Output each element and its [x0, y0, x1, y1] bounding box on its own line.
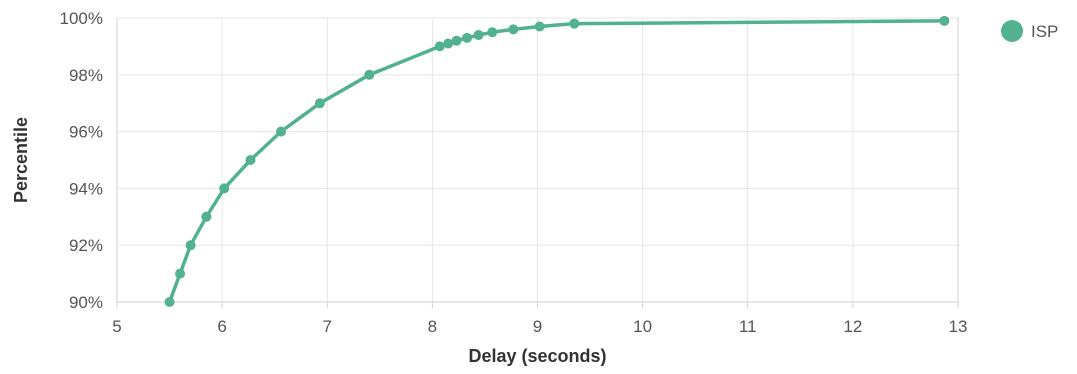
y-tick-label: 92% — [69, 236, 103, 255]
data-point[interactable] — [443, 38, 454, 49]
data-point[interactable] — [245, 155, 256, 165]
y-tick-label: 94% — [69, 179, 103, 198]
x-tick-label: 5 — [112, 317, 121, 336]
x-axis-title: Delay (seconds) — [468, 346, 606, 366]
data-point[interactable] — [473, 30, 484, 41]
y-axis-title: Percentile — [11, 117, 31, 203]
legend-label-isp[interactable]: ISP — [1031, 22, 1058, 41]
y-tick-label: 96% — [69, 123, 103, 142]
data-point[interactable] — [275, 126, 286, 137]
data-point[interactable] — [364, 69, 375, 80]
y-tick-label: 90% — [69, 293, 103, 312]
data-point[interactable] — [219, 183, 230, 194]
axes: 5 6 7 8 9 10 11 12 13 90% 92% 94% 96% 98% 100% — [60, 9, 968, 336]
data-point[interactable] — [939, 15, 950, 26]
data-point[interactable] — [434, 41, 445, 52]
x-tick-label: 7 — [323, 317, 332, 336]
series-isp — [164, 15, 950, 307]
data-point[interactable] — [314, 98, 325, 109]
y-tick-label: 100% — [60, 9, 103, 28]
grid — [116, 17, 959, 303]
y-tick-label: 98% — [69, 66, 103, 85]
x-tick-label: 13 — [949, 317, 968, 336]
data-point[interactable] — [175, 268, 186, 279]
x-tick-label: 10 — [633, 317, 652, 336]
data-point[interactable] — [569, 18, 580, 29]
x-tick-label: 9 — [533, 317, 542, 336]
x-tick-label: 8 — [428, 317, 437, 336]
legend-marker-isp[interactable] — [1001, 20, 1023, 42]
data-point[interactable] — [164, 297, 175, 307]
legend[interactable]: ISP — [1001, 20, 1058, 42]
x-tick-label: 11 — [739, 317, 757, 336]
data-point[interactable] — [534, 21, 545, 32]
data-point[interactable] — [451, 35, 462, 46]
data-point[interactable] — [185, 240, 196, 251]
data-point[interactable] — [462, 32, 473, 43]
series-line — [167, 19, 947, 304]
data-point[interactable] — [487, 27, 498, 38]
x-tick-label: 6 — [217, 317, 226, 336]
x-tick-label: 12 — [843, 317, 862, 336]
data-point[interactable] — [201, 211, 212, 222]
data-point[interactable] — [508, 24, 519, 35]
